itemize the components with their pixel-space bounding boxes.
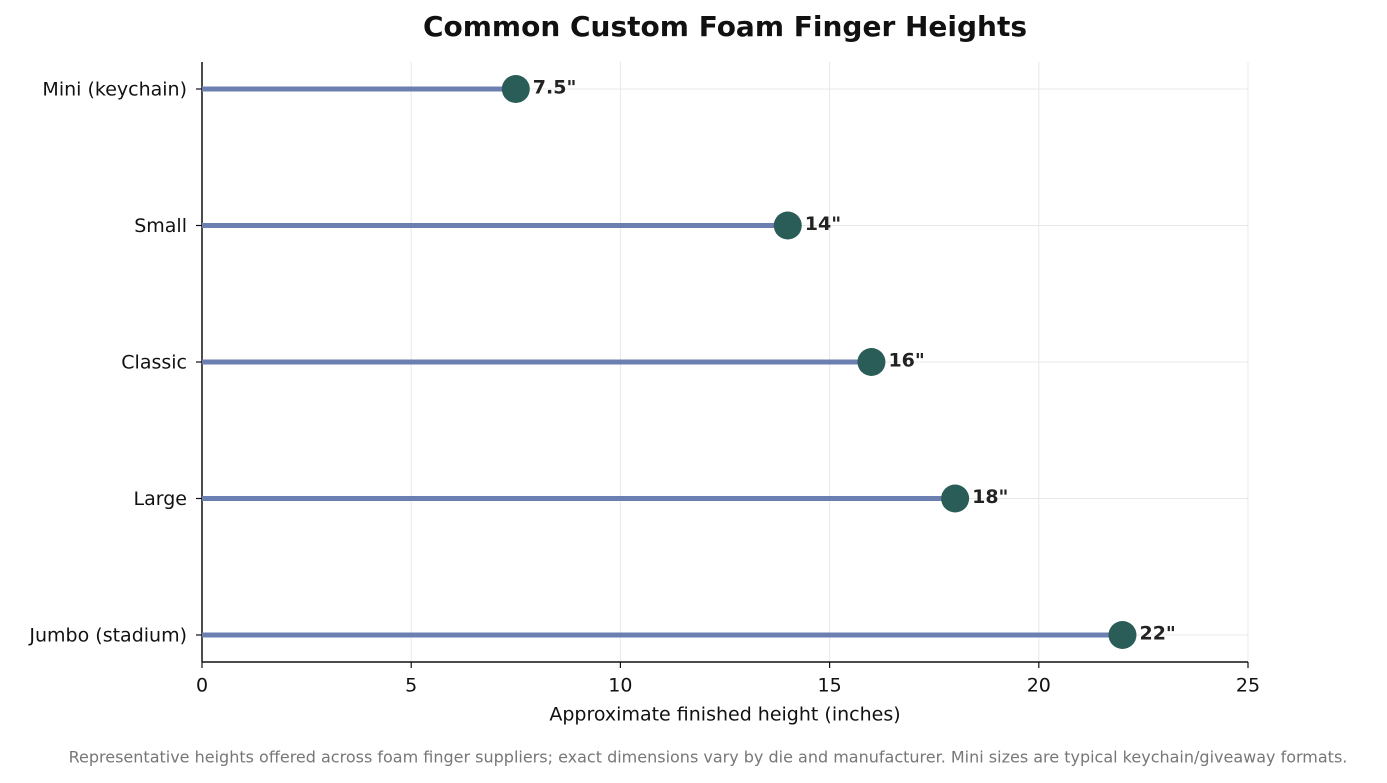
x-tick-label: 20: [1027, 675, 1051, 697]
x-tick-label: 10: [608, 675, 632, 697]
dot: [857, 348, 886, 376]
value-label: 22": [1139, 623, 1175, 645]
y-tick-label: Mini (keychain): [42, 79, 187, 101]
x-tick-label: 0: [196, 675, 208, 697]
chart-title: Common Custom Foam Finger Heights: [423, 10, 1027, 43]
x-tick-label: 15: [818, 675, 842, 697]
value-label: 14": [805, 213, 841, 235]
y-tick-label: Classic: [121, 352, 187, 374]
value-label: 18": [972, 486, 1008, 508]
x-axis-label: Approximate finished height (inches): [549, 704, 900, 726]
y-tick-label: Large: [134, 488, 187, 510]
y-tick-label: Jumbo (stadium): [28, 625, 187, 647]
x-tick-label: 5: [405, 675, 417, 697]
value-label: 7.5": [533, 77, 577, 99]
dot: [773, 211, 802, 240]
value-label: 16": [888, 350, 924, 372]
dot: [1108, 621, 1137, 649]
dot: [941, 484, 970, 513]
y-tick-label: Small: [134, 215, 187, 237]
x-tick-label: 25: [1236, 675, 1260, 697]
dot: [501, 75, 530, 103]
footnote: Representative heights offered across fo…: [69, 748, 1348, 767]
